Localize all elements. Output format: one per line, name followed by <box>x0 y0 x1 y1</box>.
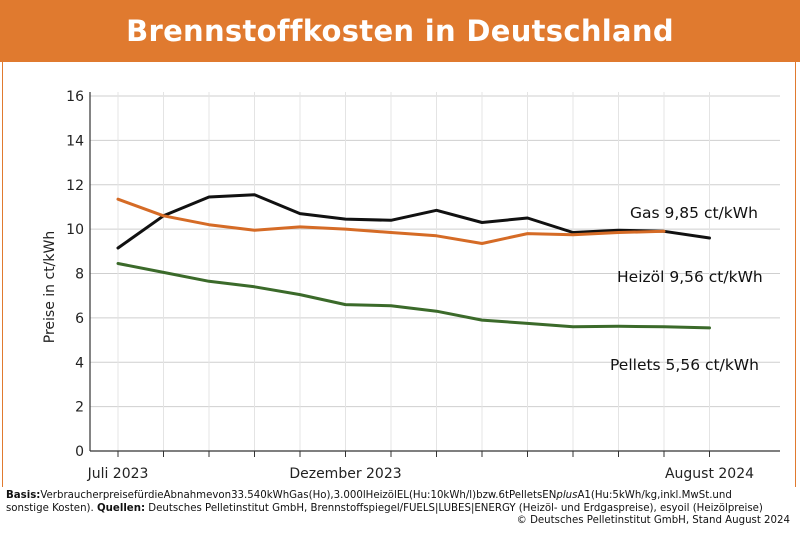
x-tick-label: Juli 2023 <box>87 466 149 482</box>
basis-text: VerbraucherpreisefürdieAbnahmevon33.540k… <box>40 490 557 501</box>
y-tick-label: 10 <box>66 222 84 238</box>
grid-lines <box>90 92 780 451</box>
basis-label: Basis: <box>6 490 41 501</box>
basis-plus: plus <box>556 490 578 501</box>
y-tick-label: 2 <box>75 400 84 416</box>
series-line-gas <box>116 193 711 250</box>
y-tick-label: 4 <box>75 355 84 371</box>
series-line-pellets <box>116 262 711 330</box>
line-chart: 0 2 4 6 8 10 12 14 16 Juli 2023 Dezember 2023 Augus… <box>42 89 780 482</box>
series-lines <box>116 193 711 330</box>
basis-line-2: sonstige Kosten). <box>6 502 94 514</box>
y-axis-label: Preise in ct/kWh <box>42 231 58 343</box>
y-tick-label: 16 <box>66 89 84 105</box>
footer-notes: Basis:VerbraucherpreisefürdieAbnahmevon3… <box>6 490 790 528</box>
sources-text: Deutsches Pelletinstitut GmbH, Brennstof… <box>148 502 763 514</box>
x-tick-label: August 2024 <box>665 466 754 482</box>
series-line-heizoel <box>116 197 666 245</box>
chart-frame <box>2 62 796 487</box>
series-label-heizoel: Heizöl 9,56 ct/kWh <box>617 268 763 286</box>
copyright-line: © Deutsches Pelletinstitut GmbH, Stand A… <box>516 515 790 526</box>
basis-text-2: A1(Hu:5kWh/kg,inkl.MwSt.und <box>577 490 732 501</box>
series-label-gas: Gas 9,85 ct/kWh <box>630 204 758 222</box>
sources-line: sonstige Kosten). Quellen: Deutsches Pel… <box>6 503 790 516</box>
sources-label: Quellen: <box>97 502 146 514</box>
y-tick-label: 0 <box>75 444 84 460</box>
y-tick-label: 8 <box>75 267 84 283</box>
axes: 0 2 4 6 8 10 12 14 16 Juli 2023 Dezember 2023 Augus… <box>66 89 780 482</box>
x-tick-label: Dezember 2023 <box>289 466 401 482</box>
y-tick-label: 12 <box>66 178 84 194</box>
series-label-pellets: Pellets 5,56 ct/kWh <box>610 356 759 374</box>
series-labels: Gas 9,85 ct/kWh Heizöl 9,56 ct/kWh Pellets… <box>610 204 763 374</box>
title-banner: Brennstoffkosten in Deutschland <box>0 0 800 62</box>
y-tick-label: 14 <box>66 133 84 149</box>
chart-title: Brennstoffkosten in Deutschland <box>126 14 674 48</box>
y-tick-label: 6 <box>75 311 84 327</box>
basis-line: Basis:VerbraucherpreisefürdieAbnahmevon3… <box>6 490 790 503</box>
